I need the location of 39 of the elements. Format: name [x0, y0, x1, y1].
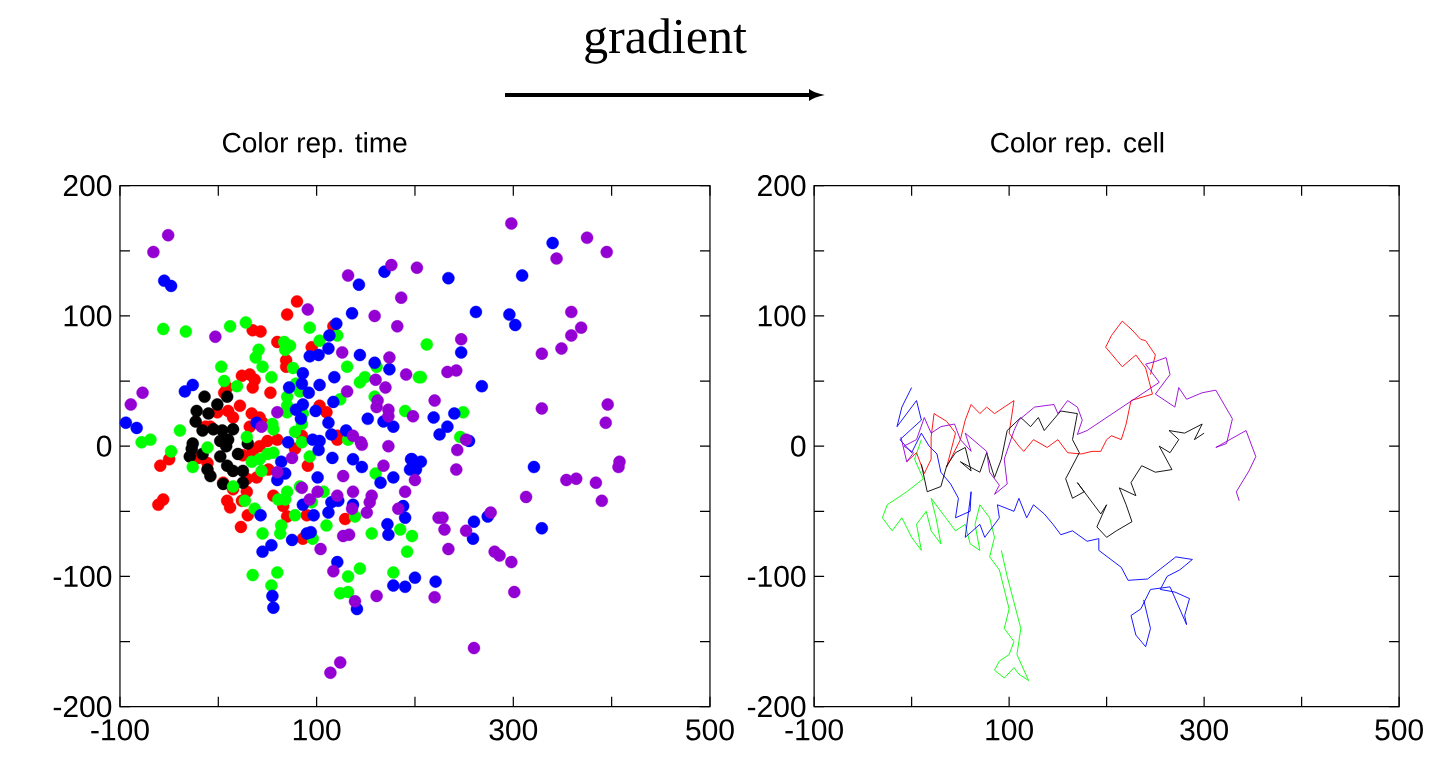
- line-series: [881, 439, 1030, 682]
- point: [196, 424, 209, 437]
- point: [236, 464, 250, 478]
- x-tick-label: 500: [1375, 719, 1423, 741]
- chart-title: Color rep. cell: [991, 132, 1164, 159]
- point: [231, 447, 245, 461]
- y-tick-label: 100: [758, 305, 806, 327]
- point: [190, 404, 203, 418]
- x-tick-label: 500: [686, 719, 734, 741]
- point: [214, 450, 227, 463]
- line-series: [896, 387, 1193, 648]
- x-tick-label: 300: [1180, 719, 1228, 741]
- line-series: [900, 357, 1257, 502]
- point: [236, 476, 250, 489]
- x-tick-label: 100: [986, 719, 1033, 741]
- point: [211, 398, 224, 411]
- y-tick-label: 0: [96, 435, 112, 457]
- y-tick-label: -200: [747, 696, 806, 718]
- x-tick-label: 300: [489, 719, 538, 741]
- y-tick-label: 100: [64, 305, 112, 327]
- y-tick-label: -100: [53, 565, 112, 588]
- x-tick-label: -100: [785, 719, 843, 741]
- point: [220, 390, 234, 403]
- point: [189, 415, 202, 428]
- point: [202, 407, 215, 420]
- y-tick-label: 200: [63, 175, 112, 197]
- y-tick-label: -200: [53, 696, 112, 718]
- text: gradient: [585, 18, 747, 64]
- point: [183, 450, 196, 463]
- x-tick-label: -100: [91, 719, 149, 741]
- point: [204, 469, 217, 483]
- point: [198, 390, 211, 403]
- line-series: [920, 410, 1205, 538]
- y-tick-label: -100: [747, 565, 806, 588]
- chart-title: Color rep. time: [222, 132, 407, 159]
- y-tick-label: 0: [791, 435, 806, 457]
- y-tick-label: 200: [758, 175, 806, 197]
- point: [226, 423, 240, 436]
- x-tick-label: 100: [293, 719, 341, 741]
